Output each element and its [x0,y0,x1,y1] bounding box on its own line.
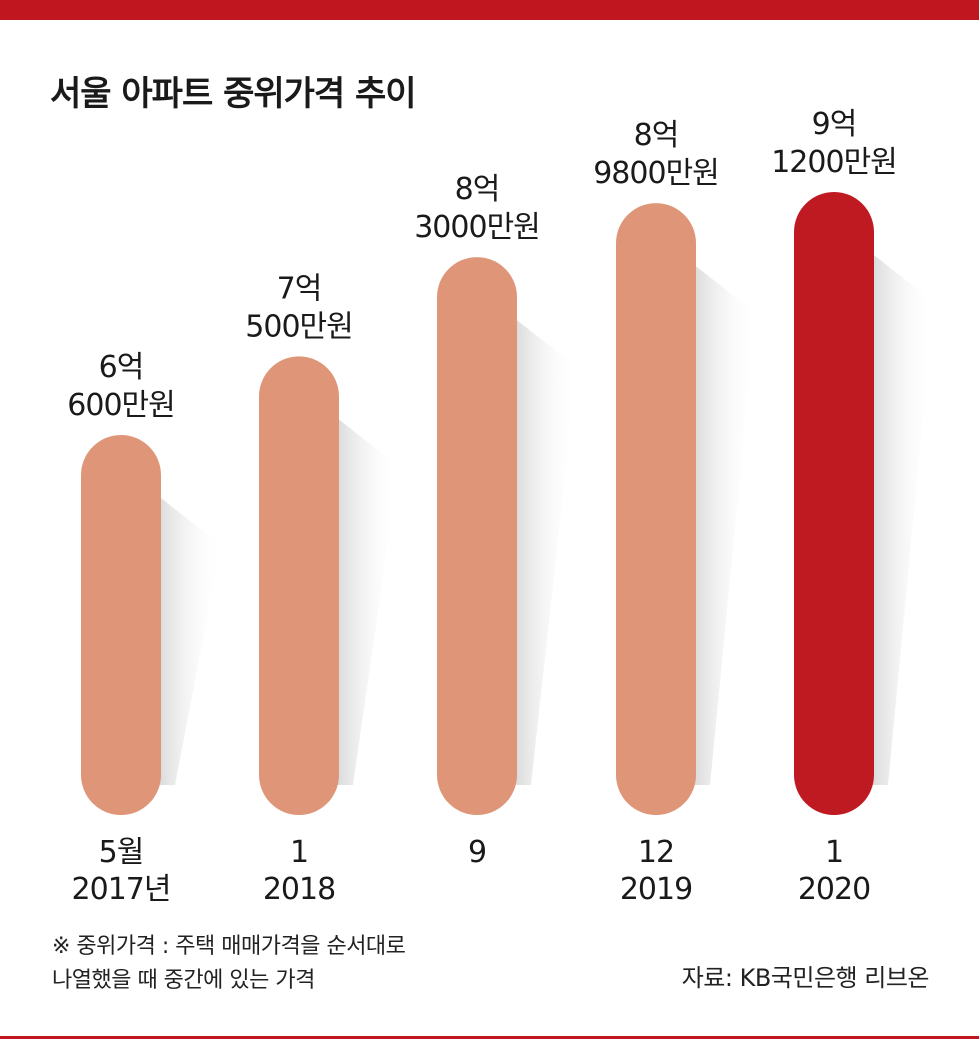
data-label: 8억 [634,118,679,153]
data-label: 600만원 [67,388,174,423]
data-label: 9800만원 [593,156,719,191]
data-label: 7억 [277,271,322,306]
bar [794,192,874,815]
data-label: 1200만원 [771,145,897,180]
category-label: 1 [825,835,843,870]
bar-shadow [157,495,221,785]
bar [81,435,161,815]
bar [259,356,339,815]
bottom-accent-line [0,1036,979,1039]
bar [437,257,517,815]
footnote-line-2: 나열했을 때 중간에 있는 가격 [52,962,315,994]
data-label: 500만원 [245,309,352,344]
bar-shadow [513,317,577,785]
bar-shadow [335,416,399,785]
category-label: 12 [638,835,674,870]
data-label: 9억 [812,107,857,142]
bar-chart: 6억600만원5월2017년7억500만원120188억3000만원98억980… [0,0,979,920]
category-label: 2020 [798,872,870,907]
category-label: 2018 [263,872,335,907]
category-label: 5월 [99,835,144,870]
data-label: 8억 [455,172,500,207]
bar [616,203,696,815]
category-label: 9 [468,835,486,870]
category-label: 1 [290,835,308,870]
data-label: 6억 [99,350,144,385]
source-credit: 자료: KB국민은행 리브온 [682,958,929,993]
footnote-line-1: ※ 중위가격 : 주택 매매가격을 순서대로 [52,928,405,960]
category-label: 2017년 [72,872,171,907]
bar-shadow [692,263,756,785]
bar-shadow [870,252,934,785]
data-label: 3000만원 [414,210,540,245]
category-label: 2019 [620,872,692,907]
